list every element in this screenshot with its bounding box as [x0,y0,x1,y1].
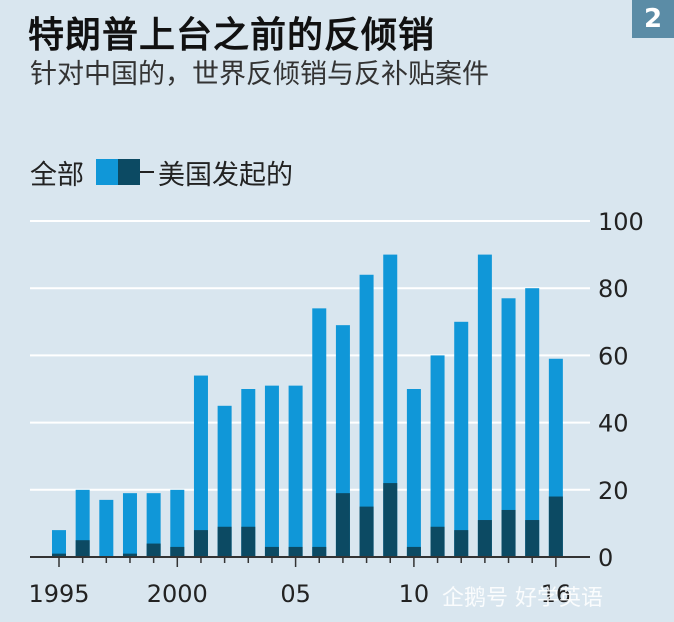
bar-us-2014 [501,509,516,557]
bar-us-2012 [454,530,469,557]
y-tick-label: 0 [598,544,613,572]
bar-us-2008 [359,506,374,557]
bar-us-2002 [217,526,232,557]
bar-all-2000 [170,489,185,557]
y-tick-label: 60 [598,342,629,370]
axes: 0 20 40 60 80 100 1995 2000 05 10 16 [28,208,643,608]
x-tick-label: 16 [541,580,572,608]
bar-us-2011 [430,526,445,557]
bar-all-2015 [525,288,540,557]
x-tick-label: 10 [399,580,430,608]
legend-us-swatch [118,159,140,185]
bar-us-1999 [146,543,161,557]
bar-us-2007 [335,493,350,557]
bar-us-2006 [312,546,327,557]
bar-us-2003 [241,526,256,557]
bar-all-2010 [406,389,421,557]
bar-all-2006 [312,308,327,557]
x-tick-label: 1995 [28,580,89,608]
bar-all-1998 [122,493,137,557]
bar-all-2011 [430,355,445,557]
bar-us-2005 [288,546,303,557]
bar-us-2001 [193,530,208,557]
bar-all-2002 [217,405,232,557]
legend-all-label: 全部 [30,159,84,191]
bar-us-1996 [75,540,90,557]
bar-all-2003 [241,389,256,557]
bar-all-1999 [146,493,161,557]
bar-all-2012 [454,321,469,557]
figure-number-badge: 2 [632,0,674,38]
x-tick-label: 2000 [147,580,208,608]
bar-all-2009 [383,254,398,557]
bar-all-2004 [264,385,279,557]
gridlines [30,220,590,491]
y-tick-label: 20 [598,477,629,505]
x-tick-label: 05 [280,580,311,608]
legend: 全部 美国发起的 [30,155,293,191]
chart-title: 特朗普上台之前的反倾销 [28,15,436,56]
bar-us-2000 [170,546,185,557]
bar-us-2016 [548,496,563,557]
bar-us-1998 [122,553,137,557]
legend-leader-line [140,171,154,173]
bar-us-2004 [264,546,279,557]
bar-all-2005 [288,385,303,557]
bar-all-2013 [477,254,492,557]
bar-all-2014 [501,298,516,557]
bar-all-2001 [193,375,208,557]
bar-all-2008 [359,274,374,557]
bar-all-1997 [99,499,114,557]
y-tick-label: 40 [598,410,629,438]
bar-us-1995 [52,553,66,557]
y-tick-label: 80 [598,275,629,303]
y-tick-label: 100 [598,208,644,236]
bar-us-2009 [383,483,398,557]
bars [52,254,563,557]
bar-us-2015 [525,520,540,557]
watermark: 企鹅号 好学英语 [442,586,603,611]
chart-subtitle: 针对中国的，世界反倾销与反补贴案件 [30,59,489,90]
bar-all-1995 [52,530,66,557]
bar-us-2013 [477,520,492,557]
legend-all-swatch [96,159,118,185]
bar-us-2010 [406,546,421,557]
legend-us-label: 美国发起的 [158,159,293,191]
